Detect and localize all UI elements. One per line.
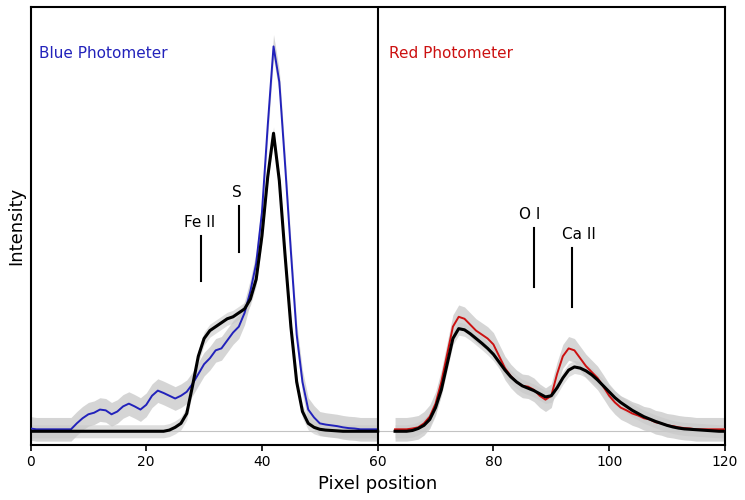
Text: Fe II: Fe II — [184, 215, 215, 230]
Y-axis label: Intensity: Intensity — [7, 187, 25, 265]
Text: S: S — [232, 186, 241, 200]
Text: O I: O I — [519, 207, 541, 222]
Text: Red Photometer: Red Photometer — [389, 46, 513, 62]
X-axis label: Pixel position: Pixel position — [318, 475, 437, 493]
Text: Blue Photometer: Blue Photometer — [39, 46, 168, 62]
Text: Ca II: Ca II — [562, 227, 595, 242]
